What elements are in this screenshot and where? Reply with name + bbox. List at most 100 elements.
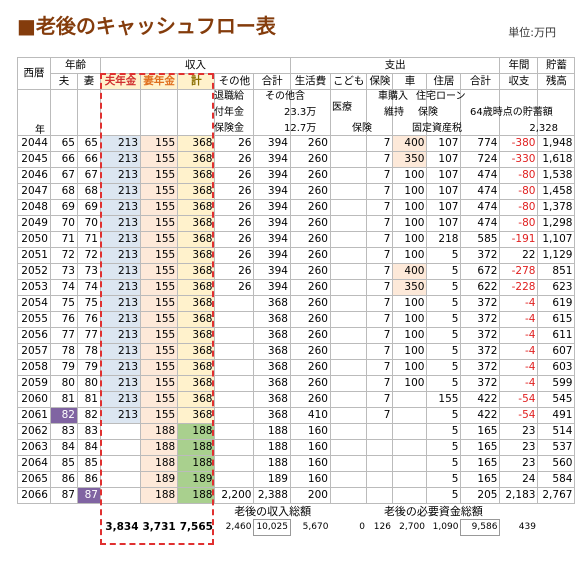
note-cell: [77, 89, 101, 105]
data-cell: 400: [392, 263, 428, 280]
empty-cell: [366, 455, 394, 472]
data-cell: 599: [537, 375, 576, 392]
data-cell: 372: [460, 247, 501, 264]
data-cell: 100: [392, 343, 428, 360]
empty-cell: [100, 423, 141, 440]
data-cell: 26: [214, 151, 255, 168]
note: 住宅ローン: [416, 91, 466, 102]
empty-cell: [329, 135, 368, 152]
data-cell: 100: [392, 231, 428, 248]
data-cell: 155: [139, 151, 179, 168]
data-row: 2066 87 87 188 188 2,200 2,388 200 5 205 2,183 2,76…: [17, 487, 576, 504]
header-row: 夫妻夫年金 妻年金計その他 合計 生活費 こども 保険車住居 合計 収支 残高: [18, 73, 576, 90]
data-cell: 7: [366, 391, 394, 408]
data-cell: 213: [100, 247, 141, 264]
data-cell: 5: [426, 343, 462, 360]
empty-cell: [366, 471, 394, 488]
data-cell: 205: [460, 487, 501, 504]
note-cell: [50, 120, 78, 136]
data-row: 2053 74 74 213 155 368 26 394 260 7 350 5 622 -228 623: [17, 279, 576, 296]
data-cell: 165: [460, 423, 501, 440]
data-cell: 2066: [17, 487, 51, 504]
note: 23.3万: [284, 107, 317, 118]
data-cell: 2064: [17, 455, 51, 472]
data-cell: 2,200: [214, 487, 255, 504]
data-cell: 77: [77, 327, 101, 344]
empty-cell: [214, 471, 255, 488]
data-cell: -80: [499, 199, 539, 216]
data-cell: 107: [426, 135, 462, 152]
title: ■老後のキャッシュフロー表: [17, 14, 276, 38]
data-cell: 155: [139, 311, 179, 328]
empty-cell: [329, 391, 368, 408]
empty-cell: [214, 295, 255, 312]
column-header: 夫年金: [100, 73, 141, 90]
data-cell: 1,538: [537, 167, 576, 184]
data-cell: 100: [392, 199, 428, 216]
data-cell: 160: [289, 455, 331, 472]
note-cell: [77, 105, 101, 120]
column-header: 計: [177, 73, 216, 90]
note: 64歳時点の貯蓄額: [470, 107, 553, 118]
data-cell: 474: [460, 167, 501, 184]
data-cell: 2054: [17, 295, 51, 312]
data-cell: 75: [50, 295, 78, 312]
data-cell: 100: [392, 327, 428, 344]
note-cell: [50, 105, 78, 120]
data-cell: 368: [253, 343, 291, 360]
empty-cell: [329, 407, 368, 424]
data-cell: 1,458: [537, 183, 576, 200]
empty-cell: [329, 359, 368, 376]
data-cell: 155: [139, 263, 179, 280]
data-cell: 368: [177, 407, 216, 424]
empty-cell: [329, 487, 368, 504]
data-cell: 260: [289, 359, 331, 376]
data-cell: 68: [77, 183, 101, 200]
data-cell: 155: [139, 247, 179, 264]
data-cell: -4: [499, 359, 539, 376]
data-cell: 81: [50, 391, 78, 408]
note: 車購入: [378, 91, 408, 102]
note-cell: [537, 89, 576, 105]
note-cell: [499, 89, 539, 105]
data-cell: 1,129: [537, 247, 576, 264]
data-cell: 79: [50, 359, 78, 376]
data-cell: 5: [426, 487, 462, 504]
note: 付年金: [214, 107, 244, 118]
total-cell: 5,670: [302, 522, 329, 532]
data-cell: 100: [392, 247, 428, 264]
data-cell: 86: [50, 471, 78, 488]
data-cell: 155: [139, 135, 179, 152]
data-cell: -4: [499, 327, 539, 344]
data-cell: 155: [139, 407, 179, 424]
empty-cell: [100, 471, 141, 488]
data-cell: -380: [499, 135, 539, 152]
data-cell: 422: [460, 391, 501, 408]
data-row: 2052 73 73 213 155 368 26 394 260 7 400 5 672 -278 851: [17, 263, 576, 280]
empty-cell: [214, 391, 255, 408]
column-header: 住居: [426, 73, 462, 90]
data-cell: 213: [100, 295, 141, 312]
data-cell: 2,183: [499, 487, 539, 504]
data-cell: 155: [139, 359, 179, 376]
data-cell: 394: [253, 263, 291, 280]
data-row: 2064 85 85 188 188 188 160 5 165 23 560: [17, 455, 576, 472]
data-cell: 410: [289, 407, 331, 424]
data-cell: 545: [537, 391, 576, 408]
data-cell: 78: [77, 343, 101, 360]
empty-cell: [329, 263, 368, 280]
empty-cell: [329, 471, 368, 488]
data-cell: 422: [460, 407, 501, 424]
data-cell: 155: [139, 295, 179, 312]
empty-cell: [214, 311, 255, 328]
note-cell: [177, 89, 216, 105]
data-cell: 155: [139, 199, 179, 216]
data-cell: -278: [499, 263, 539, 280]
data-cell: 368: [177, 247, 216, 264]
data-row: 2049 70 70 213 155 368 26 394 260 7 100 107 474 -80 1,…: [17, 215, 576, 232]
data-cell: 368: [177, 311, 216, 328]
data-cell: 724: [460, 151, 501, 168]
empty-cell: [329, 343, 368, 360]
data-cell: 84: [50, 439, 78, 456]
data-cell: 160: [289, 471, 331, 488]
